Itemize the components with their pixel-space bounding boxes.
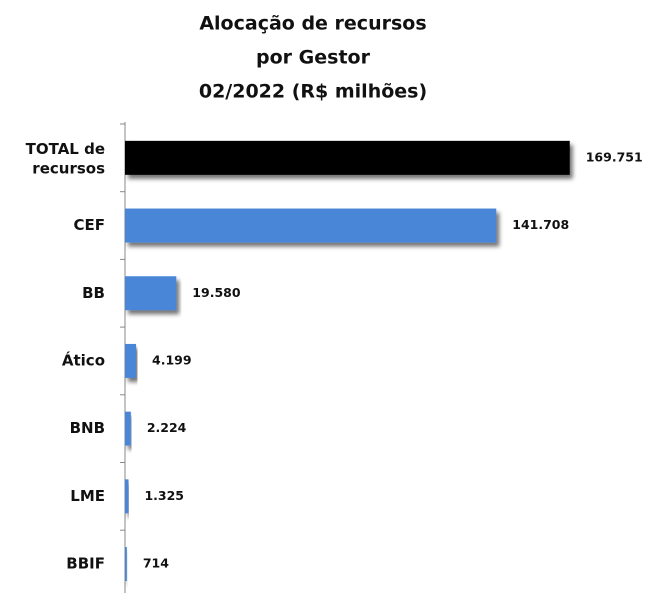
chart-title: por Gestor [256, 47, 371, 69]
chart-title: Alocação de recursos [199, 13, 426, 35]
bar [125, 411, 131, 446]
y-tick-label: TOTAL de recursos [26, 139, 105, 177]
bar [125, 547, 127, 582]
value-label: 19.580 [192, 285, 241, 300]
chart-title: 02/2022 (R$ milhões) [199, 81, 427, 103]
bar [125, 140, 570, 175]
value-label: 2.224 [147, 420, 187, 435]
bar [125, 276, 177, 311]
y-tick-label: Ático [62, 350, 105, 369]
y-tick-label: BB [82, 284, 105, 302]
y-tick-label: BNB [70, 419, 105, 437]
value-label: 4.199 [152, 352, 192, 367]
bar [125, 479, 129, 514]
label-line: TOTAL de [26, 139, 105, 157]
bar [125, 343, 137, 378]
value-label: 714 [143, 556, 169, 571]
y-tick-label: CEF [73, 216, 105, 234]
value-label: 141.708 [512, 217, 569, 232]
y-tick-label: BBIF [66, 555, 105, 573]
bar [125, 208, 497, 243]
label-line: recursos [32, 159, 105, 177]
y-tick-label: LME [70, 487, 105, 505]
value-label: 169.751 [586, 149, 643, 164]
value-label: 1.325 [144, 488, 184, 503]
